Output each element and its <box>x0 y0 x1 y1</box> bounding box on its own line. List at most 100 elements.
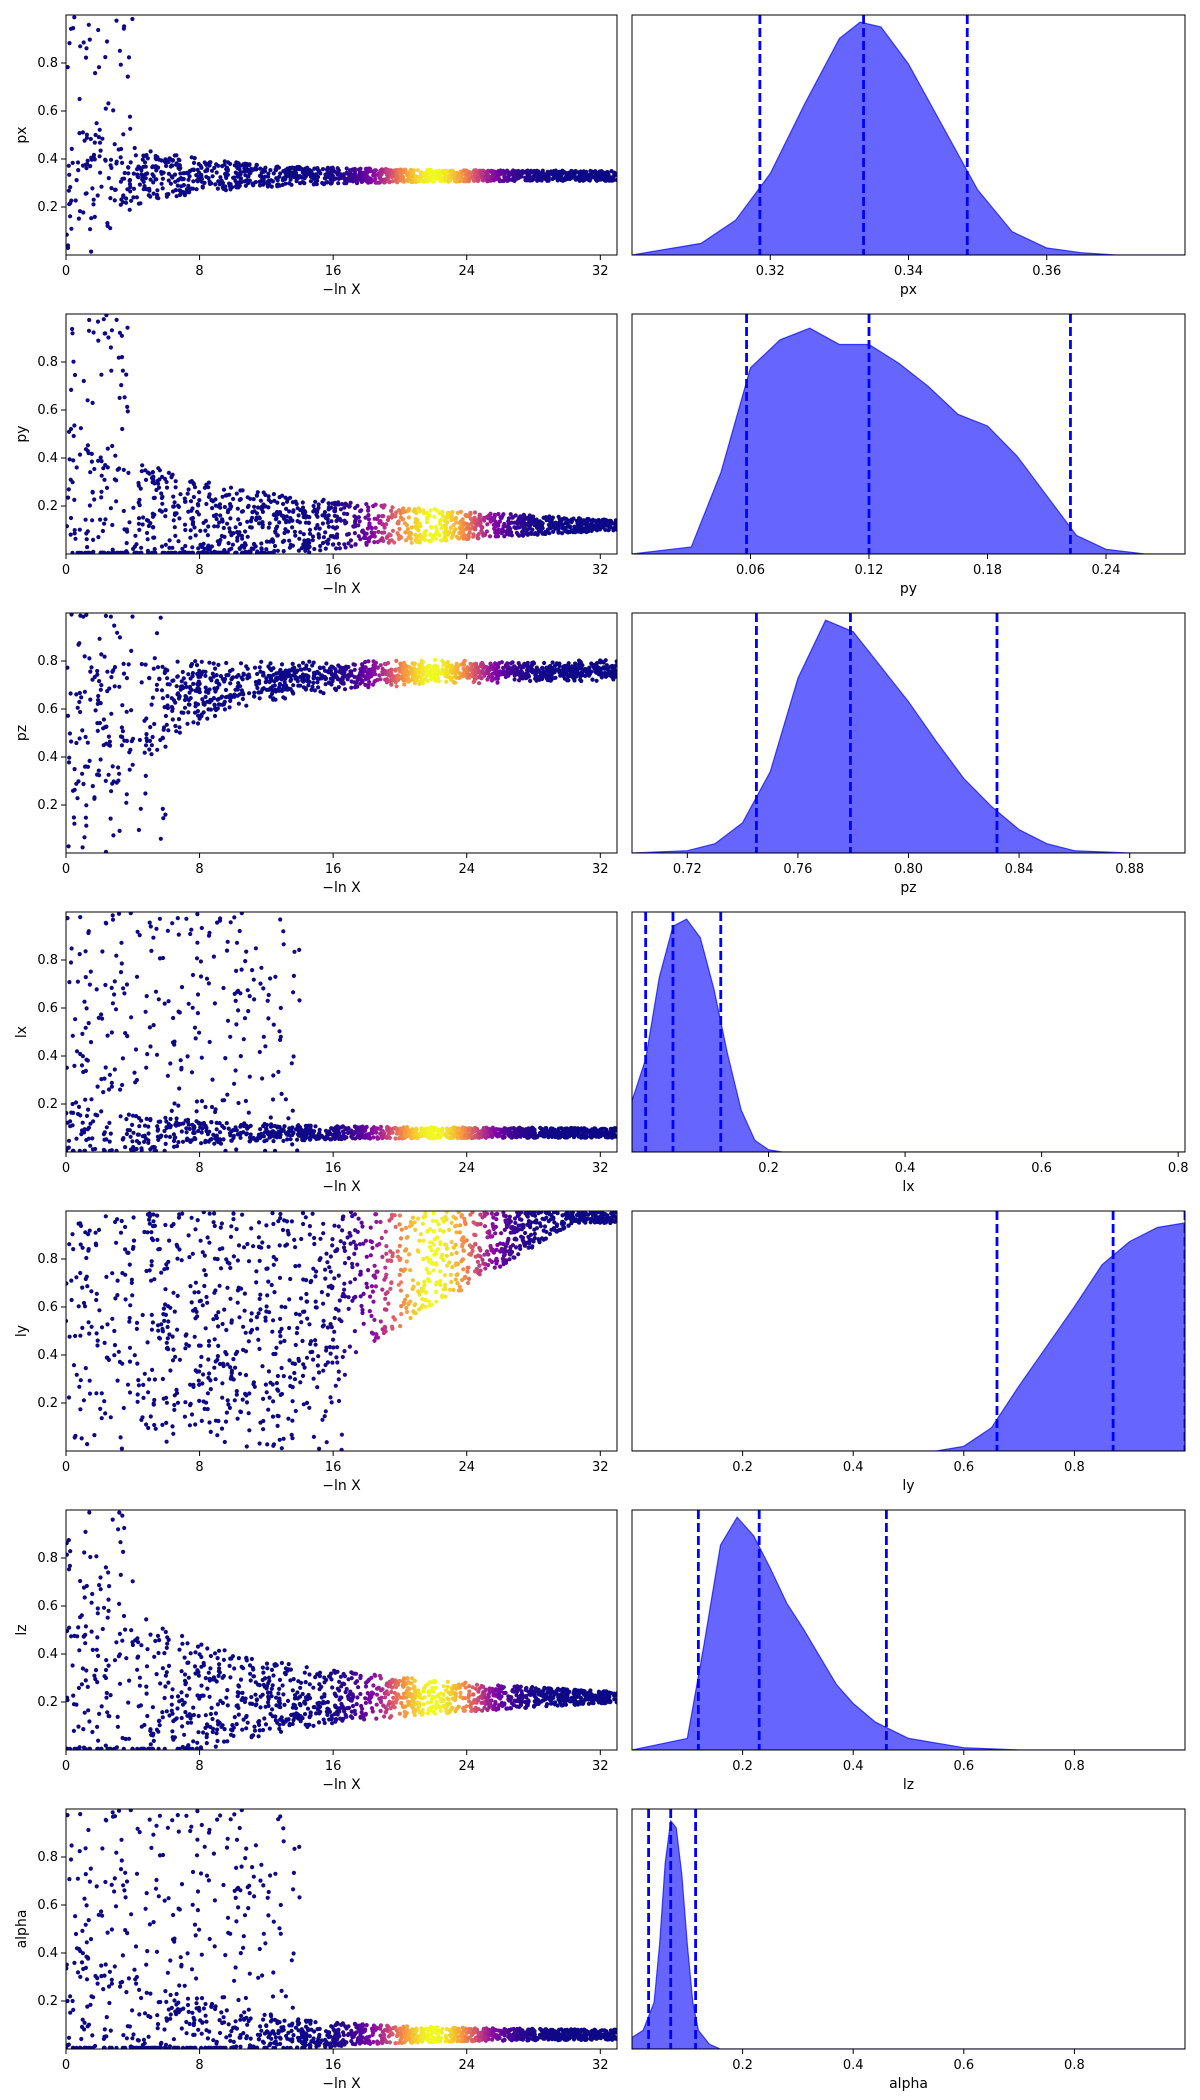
scatter-point <box>237 546 242 552</box>
scatter-point <box>394 684 399 689</box>
kde-area-px <box>632 21 1185 255</box>
scatter-point <box>488 511 493 516</box>
scatter-point <box>226 160 231 165</box>
scatter-point <box>366 505 371 510</box>
scatter-point <box>191 494 196 500</box>
scatter-point <box>94 987 99 992</box>
scatter-point <box>70 160 75 165</box>
scatter-point <box>269 691 275 697</box>
scatter-point <box>154 1052 160 1057</box>
scatter-point <box>230 675 235 681</box>
scatter-point <box>89 155 94 160</box>
scatter-point <box>175 659 180 664</box>
x-tick-label: 16 <box>325 264 342 279</box>
scatter-point <box>273 529 278 534</box>
scatter-point <box>345 511 350 517</box>
scatter-point <box>85 158 90 163</box>
scatter-point <box>74 465 79 470</box>
scatter-point <box>130 1139 135 1144</box>
scatter-point <box>390 505 395 510</box>
scatter-point <box>92 497 97 502</box>
scatter-point <box>72 821 77 826</box>
scatter-point <box>226 541 231 546</box>
scatter-point <box>344 170 349 175</box>
scatter-point <box>438 171 443 176</box>
scatter-point <box>348 500 353 505</box>
scatter-point <box>235 160 240 166</box>
scatter-point <box>442 662 447 667</box>
scatter-point <box>587 518 592 523</box>
scatter-point <box>162 1148 167 1152</box>
scatter-point <box>389 682 394 687</box>
scatter-point <box>199 1099 205 1104</box>
scatter-point <box>379 178 384 183</box>
scatter-point <box>95 721 100 726</box>
scatter-point <box>166 470 171 475</box>
scatter-point <box>186 710 191 715</box>
scatter-point <box>265 181 270 187</box>
scatter-point <box>303 687 308 692</box>
scatter-point <box>75 705 80 710</box>
x-tick-label: 0.34 <box>894 264 923 279</box>
scatter-point <box>529 531 534 537</box>
scatter-point <box>107 739 112 744</box>
scatter-point <box>485 174 490 179</box>
scatter-point <box>281 516 287 521</box>
scatter-point <box>531 668 536 673</box>
scatter-point <box>273 974 278 979</box>
scatter-point <box>285 166 290 171</box>
scatter-point <box>136 516 142 521</box>
scatter-point <box>417 521 422 526</box>
scatter-point <box>372 516 377 521</box>
scatter-point <box>562 525 567 531</box>
scatter-point <box>352 171 357 176</box>
scatter-point <box>191 160 197 165</box>
scatter-point <box>334 525 340 530</box>
scatter-point <box>145 171 150 176</box>
scatter-point <box>95 193 100 198</box>
scatter-point <box>221 985 226 991</box>
scatter-point <box>137 737 142 743</box>
scatter-point <box>196 546 201 551</box>
scatter-point <box>540 665 545 671</box>
scatter-point <box>176 1103 181 1108</box>
scatter-point <box>194 187 199 192</box>
scatter-point <box>321 665 326 670</box>
scatter-point <box>88 1040 94 1045</box>
scatter-point <box>210 174 215 179</box>
scatter-point <box>335 166 340 171</box>
scatter-point <box>259 541 264 546</box>
scatter-point <box>402 672 407 678</box>
scatter-point <box>312 688 317 693</box>
scatter-point <box>186 672 191 677</box>
scatter-point <box>317 665 322 670</box>
scatter-point <box>148 194 153 199</box>
scatter-point <box>96 338 101 343</box>
scatter-point <box>260 176 265 181</box>
scatter-point <box>485 677 490 682</box>
scatter-point <box>108 157 114 162</box>
scatter-point <box>397 526 402 532</box>
scatter-point <box>445 532 450 537</box>
scatter-point <box>247 163 252 168</box>
scatter-point <box>566 661 571 666</box>
scatter-point <box>72 15 77 20</box>
scatter-point <box>519 523 524 528</box>
scatter-point <box>589 661 594 666</box>
scatter-point <box>406 515 411 520</box>
scatter-point <box>139 680 144 685</box>
scatter-point <box>349 679 354 684</box>
scatter-point <box>235 693 240 698</box>
scatter-point <box>150 172 155 177</box>
scatter-point <box>528 175 533 180</box>
scatter-point <box>109 711 114 716</box>
scatter-point <box>227 529 233 534</box>
scatter-point <box>593 170 598 176</box>
scatter-point <box>192 1130 197 1135</box>
scatter-point <box>406 535 411 540</box>
scatter-point <box>310 538 315 543</box>
scatter-point <box>587 173 592 179</box>
scatter-point <box>91 152 97 157</box>
scatter-point <box>573 529 579 534</box>
scatter-point <box>313 499 318 504</box>
